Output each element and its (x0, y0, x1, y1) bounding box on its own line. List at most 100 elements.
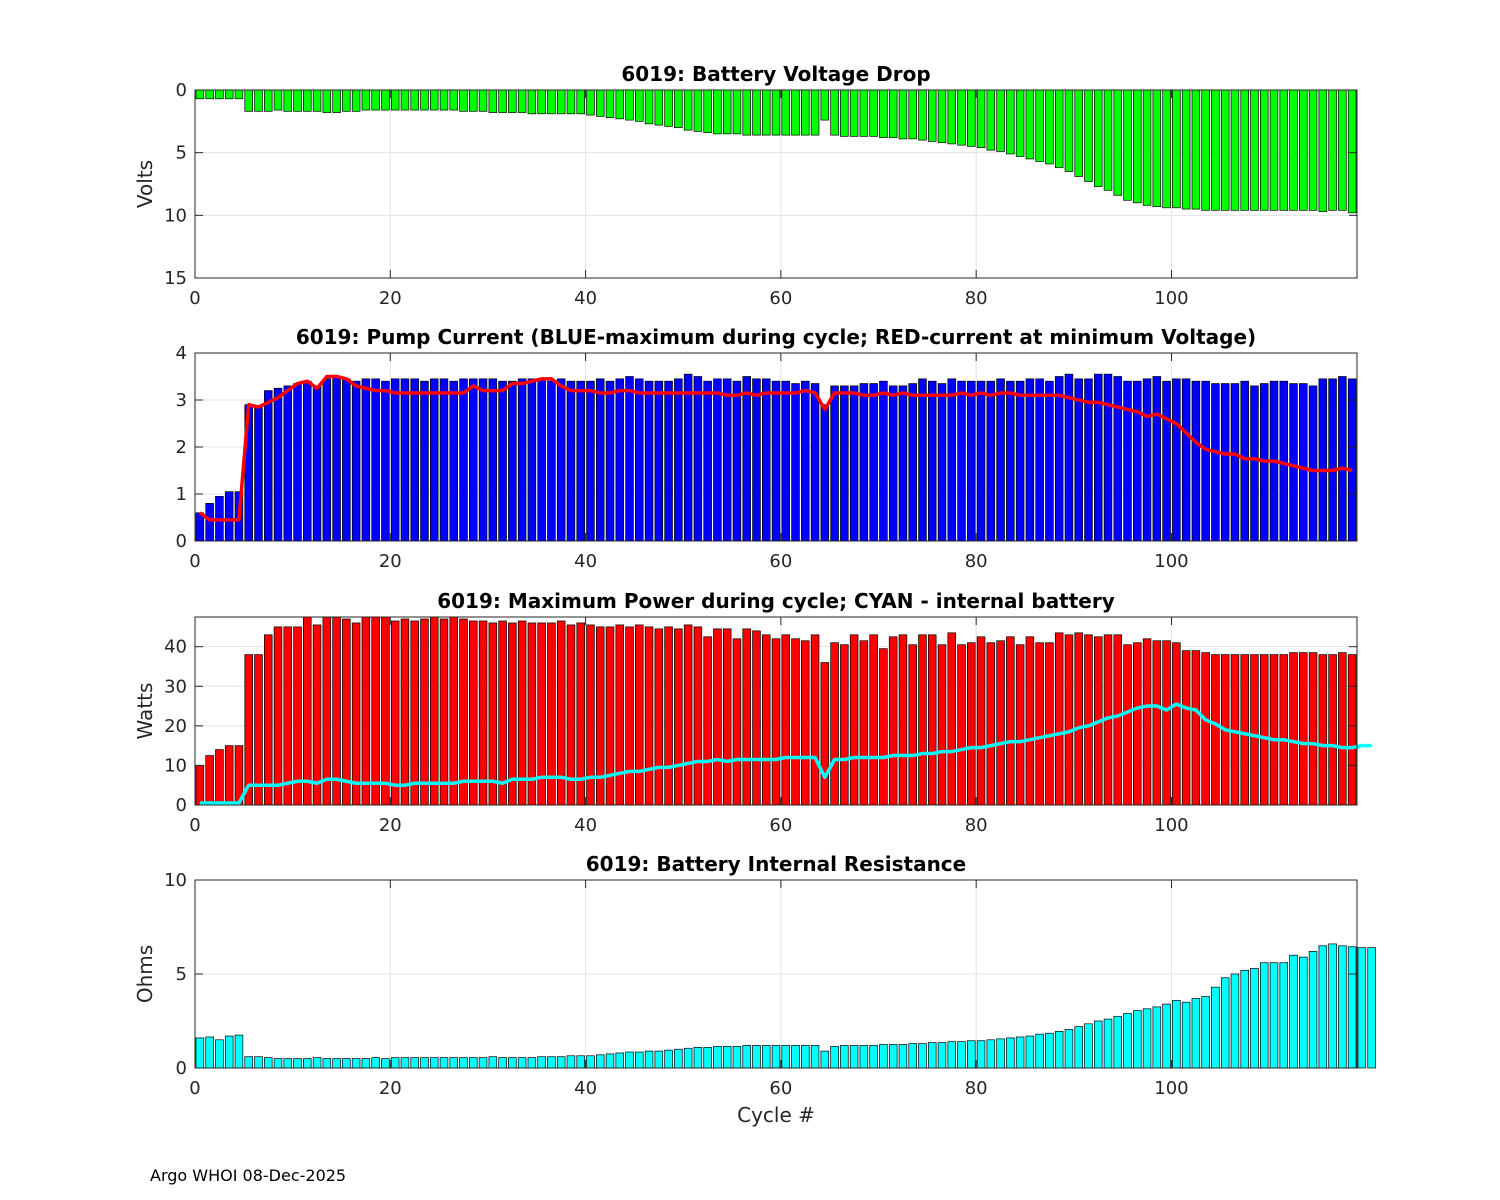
bar (361, 378, 371, 542)
bar (810, 634, 820, 806)
bar (390, 1057, 400, 1069)
bar (1318, 654, 1328, 806)
bar (644, 626, 654, 806)
bar (713, 89, 722, 135)
bar (459, 89, 468, 112)
bar (820, 404, 830, 542)
y-tick-label: 0 (176, 80, 187, 101)
bar (527, 1057, 537, 1069)
bar (498, 89, 507, 113)
x-tick-label: 20 (379, 815, 402, 836)
bar (742, 628, 751, 806)
bar (332, 616, 341, 806)
bar (361, 1058, 371, 1069)
bar (439, 618, 449, 806)
bar (1006, 380, 1015, 542)
bar (957, 644, 966, 806)
y-tick-label: 1 (176, 484, 187, 505)
bar (1338, 376, 1347, 542)
bar (986, 642, 996, 806)
bar (547, 380, 556, 542)
bar (332, 1058, 341, 1069)
bar (752, 378, 761, 542)
bar (195, 89, 205, 100)
bar (234, 89, 244, 100)
bar (927, 634, 937, 806)
x-tick-label: 60 (769, 288, 792, 309)
bar (273, 387, 283, 542)
bar (390, 89, 400, 111)
x-tick-label: 0 (189, 288, 200, 309)
bar (215, 1039, 224, 1069)
bar (1240, 89, 1249, 211)
bar (488, 622, 498, 806)
axes-frame (194, 89, 1358, 279)
bar (722, 378, 732, 542)
bar (381, 616, 390, 806)
footer-credit: Argo WHOI 08-Dec-2025 (150, 1166, 347, 1185)
bar (1201, 652, 1210, 806)
bar (1074, 378, 1083, 542)
bar (752, 1045, 761, 1069)
bar (898, 89, 908, 140)
bar (635, 378, 644, 542)
bar (263, 89, 273, 112)
bar (508, 1057, 517, 1069)
bar (801, 1045, 810, 1069)
bar (615, 89, 625, 120)
bar (1269, 654, 1279, 806)
bar (254, 654, 263, 806)
bar (1250, 385, 1259, 542)
y-axis-label: Watts (133, 683, 157, 740)
bar (615, 1052, 625, 1069)
bar (1308, 951, 1318, 1069)
bar (1015, 1036, 1025, 1069)
bar (996, 378, 1005, 542)
bar (918, 89, 927, 141)
y-tick-label: 4 (176, 343, 187, 364)
bar (859, 89, 869, 137)
bar (439, 378, 449, 542)
bar (791, 638, 800, 806)
bar (1201, 380, 1210, 542)
bar (1025, 89, 1035, 160)
x-tick-label: 100 (1154, 815, 1188, 836)
bar (1123, 644, 1132, 806)
bar (1054, 1030, 1064, 1069)
bar (1006, 89, 1015, 155)
bar (752, 89, 761, 136)
bar (683, 1047, 693, 1069)
bar (449, 89, 459, 111)
bar (556, 378, 566, 542)
bar (1328, 89, 1337, 211)
bar (459, 378, 468, 542)
bar (761, 634, 771, 806)
bar (1113, 1015, 1123, 1069)
y-tick-label: 10 (164, 205, 187, 226)
bar (429, 89, 439, 111)
bar (351, 89, 361, 112)
bar (420, 89, 429, 111)
bar (595, 89, 605, 117)
bar (1338, 89, 1347, 211)
bar (732, 89, 742, 135)
bar (1269, 962, 1279, 1069)
bar (342, 89, 351, 112)
bar (576, 1055, 585, 1069)
bar (771, 380, 781, 542)
bar (1299, 89, 1308, 211)
bar (586, 380, 595, 542)
bar (849, 385, 859, 542)
bar (332, 89, 341, 113)
bar (908, 1043, 917, 1069)
bar (820, 89, 830, 121)
bar (1230, 383, 1240, 542)
bar (967, 642, 976, 806)
bar-series (195, 89, 1357, 214)
bar (1201, 89, 1210, 211)
x-tick-label: 60 (769, 551, 792, 572)
bar (342, 1058, 351, 1069)
bar (1269, 89, 1279, 211)
bar (849, 89, 859, 137)
bar (888, 1044, 898, 1069)
